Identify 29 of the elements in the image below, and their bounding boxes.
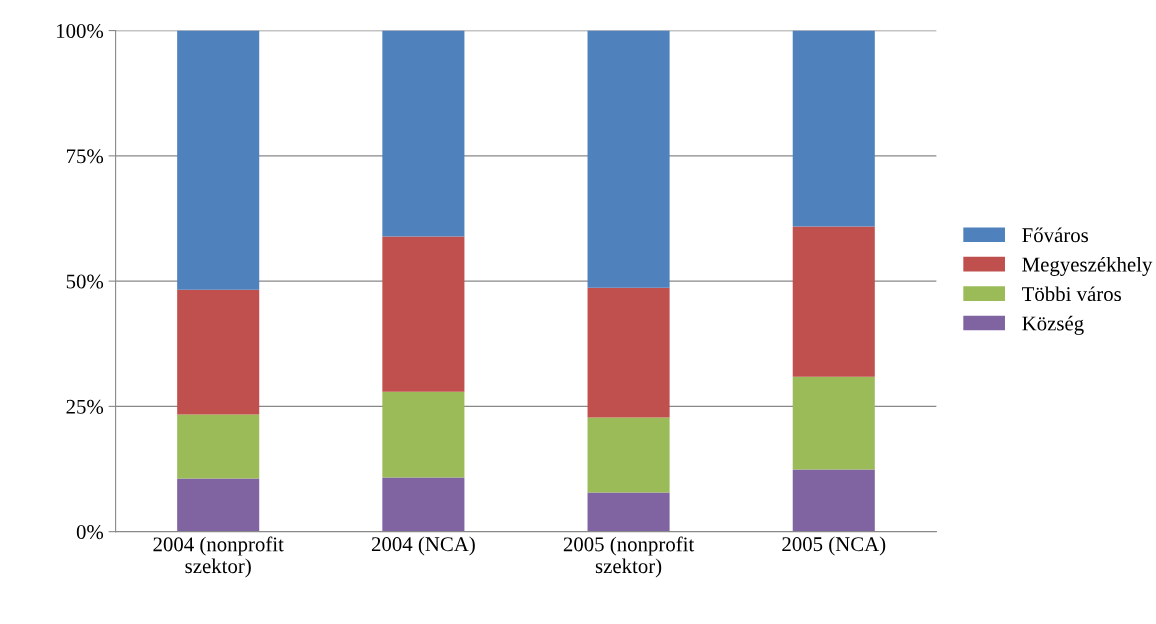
bar: [792, 226, 875, 377]
bar: [382, 236, 465, 392]
bar: [177, 414, 260, 479]
legend-label: Megyeszékhely: [1022, 256, 1153, 276]
legend-label: Többi város: [1022, 286, 1121, 302]
bar: [382, 477, 465, 532]
bar: [587, 417, 670, 493]
y-tick-label: 75%: [66, 149, 104, 164]
x-tick-label: 2004 (nonprofit szektor): [153, 536, 284, 578]
y-tick-label: 100%: [57, 23, 104, 39]
bar: [177, 30, 260, 290]
bar: [587, 287, 670, 418]
bar: [792, 30, 875, 227]
x-tick-label: 2004 (NCA): [371, 536, 475, 556]
legend-label: Főváros: [1022, 227, 1089, 243]
bar: [382, 391, 465, 478]
bar: [382, 30, 465, 237]
x-tick-label: 2005 (nonprofit szektor): [563, 536, 695, 578]
bar: [792, 469, 875, 532]
bar: [177, 478, 260, 532]
y-tick-label: 50%: [66, 274, 104, 289]
x-tick-label: 2005 (NCA): [782, 536, 886, 556]
legend-label: Község: [1022, 315, 1084, 335]
bar: [587, 30, 670, 288]
bar: [177, 289, 260, 415]
bar: [587, 492, 670, 532]
y-tick-label: 25%: [66, 399, 104, 414]
bar: [792, 376, 875, 470]
y-tick-label: 0%: [76, 525, 104, 540]
